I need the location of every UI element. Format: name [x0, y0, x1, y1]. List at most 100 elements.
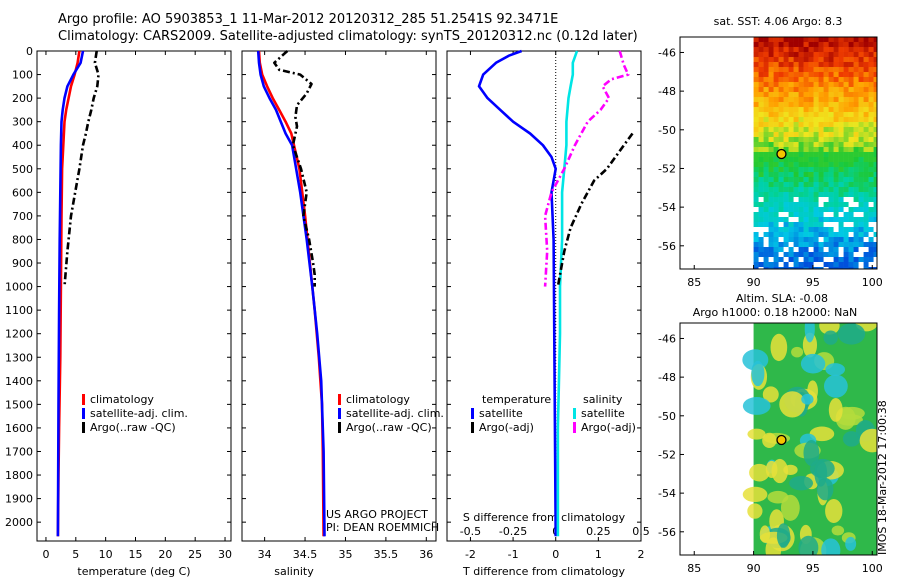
x-axis-label-salinity: salinity: [274, 565, 314, 578]
sst-cell: [803, 247, 809, 253]
sst-cell: [803, 152, 809, 158]
sst-cell: [833, 132, 839, 138]
sst-cell: [848, 92, 854, 98]
sst-cell: [783, 212, 789, 218]
sst-cell: [853, 252, 859, 258]
sst-cell: [823, 87, 829, 93]
sla-blob: [804, 323, 815, 343]
sst-cell: [828, 92, 834, 98]
sst-cell: [843, 217, 849, 223]
sst-cell: [848, 222, 854, 228]
sst-cell: [753, 42, 759, 48]
sst-cell: [813, 102, 819, 108]
sst-cell: [753, 122, 759, 128]
sst-cell: [763, 187, 769, 193]
sst-cell: [783, 92, 789, 98]
sst-cell: [798, 177, 804, 183]
sst-cell: [768, 207, 774, 213]
sst-cell: [868, 257, 874, 263]
sst-cell: [868, 132, 874, 138]
sst-cell: [793, 72, 799, 78]
sst-cell: [773, 207, 779, 213]
sst-cell: [843, 257, 849, 263]
y-tick-label: 1900: [5, 493, 33, 506]
sst-cell: [818, 232, 824, 238]
sst-cell: [773, 82, 779, 88]
sst-cell: [858, 87, 864, 93]
sst-cell: [833, 82, 839, 88]
sst-cell: [813, 117, 819, 123]
sst-cell: [873, 237, 877, 243]
sst-cell: [813, 252, 819, 258]
sst-cell: [758, 127, 764, 133]
sst-cell: [808, 157, 814, 163]
sst-cell: [838, 117, 844, 123]
sst-cell: [778, 187, 784, 193]
sst-cell: [843, 207, 849, 213]
series-line-temperature-satellite: [477, 49, 558, 537]
sst-cell: [788, 267, 794, 269]
sst-cell: [833, 167, 839, 173]
sst-cell: [808, 62, 814, 68]
map-x-tick-label: 90: [747, 276, 761, 289]
sst-cell: [858, 182, 864, 188]
sst-cell: [808, 72, 814, 78]
sst-cell: [778, 182, 784, 188]
sst-cell: [833, 252, 839, 258]
sst-cell: [758, 167, 764, 173]
sst-cell: [773, 57, 779, 63]
sst-cell: [823, 127, 829, 133]
sst-cell: [778, 262, 784, 268]
sst-cell: [853, 62, 859, 68]
sst-cell: [868, 127, 874, 133]
sst-cell: [813, 172, 819, 178]
sst-cell: [843, 167, 849, 173]
sst-cell: [768, 37, 774, 43]
sst-cell: [788, 132, 794, 138]
sst-cell: [768, 107, 774, 113]
sst-cell: [818, 252, 824, 258]
x-tick-label: 10: [99, 548, 113, 561]
sst-cell: [858, 47, 864, 53]
sst-cell: [813, 197, 819, 203]
sst-cell: [758, 147, 764, 153]
sst-cell: [763, 67, 769, 73]
temperature-legend-entry-swatch: [82, 394, 85, 405]
sst-cell: [803, 127, 809, 133]
sst-cell: [863, 262, 869, 268]
sla-map-cells: [742, 323, 877, 555]
sst-cell: [793, 192, 799, 198]
x2-tick-label: -0.5: [460, 525, 481, 538]
sst-cell: [818, 137, 824, 143]
sst-cell: [838, 242, 844, 248]
sst-cell: [768, 172, 774, 178]
sst-cell: [753, 37, 759, 43]
sst-cell: [798, 97, 804, 103]
temperature-legend-entry-label: Argo(..raw -QC): [90, 421, 176, 434]
sst-cell: [768, 97, 774, 103]
sst-cell: [843, 62, 849, 68]
sst-cell: [858, 117, 864, 123]
sst-cell: [788, 87, 794, 93]
sst-cell: [858, 247, 864, 253]
sst-cell: [828, 262, 834, 268]
sst-cell: [768, 232, 774, 238]
sst-cell: [798, 257, 804, 263]
sst-cell: [768, 92, 774, 98]
sst-cell: [838, 82, 844, 88]
sla-blob: [828, 397, 843, 422]
sst-cell: [753, 267, 759, 269]
sst-cell: [768, 112, 774, 118]
sst-cell: [838, 217, 844, 223]
sst-cell: [758, 227, 764, 233]
sst-cell: [843, 37, 849, 43]
sst-cell: [763, 72, 769, 78]
sst-cell: [808, 217, 814, 223]
sst-cell: [843, 227, 849, 233]
sst-cell: [788, 72, 794, 78]
sst-cell: [873, 152, 877, 158]
sst-cell: [833, 62, 839, 68]
sst-cell: [798, 102, 804, 108]
sst-cell: [778, 92, 784, 98]
sst-cell: [858, 127, 864, 133]
